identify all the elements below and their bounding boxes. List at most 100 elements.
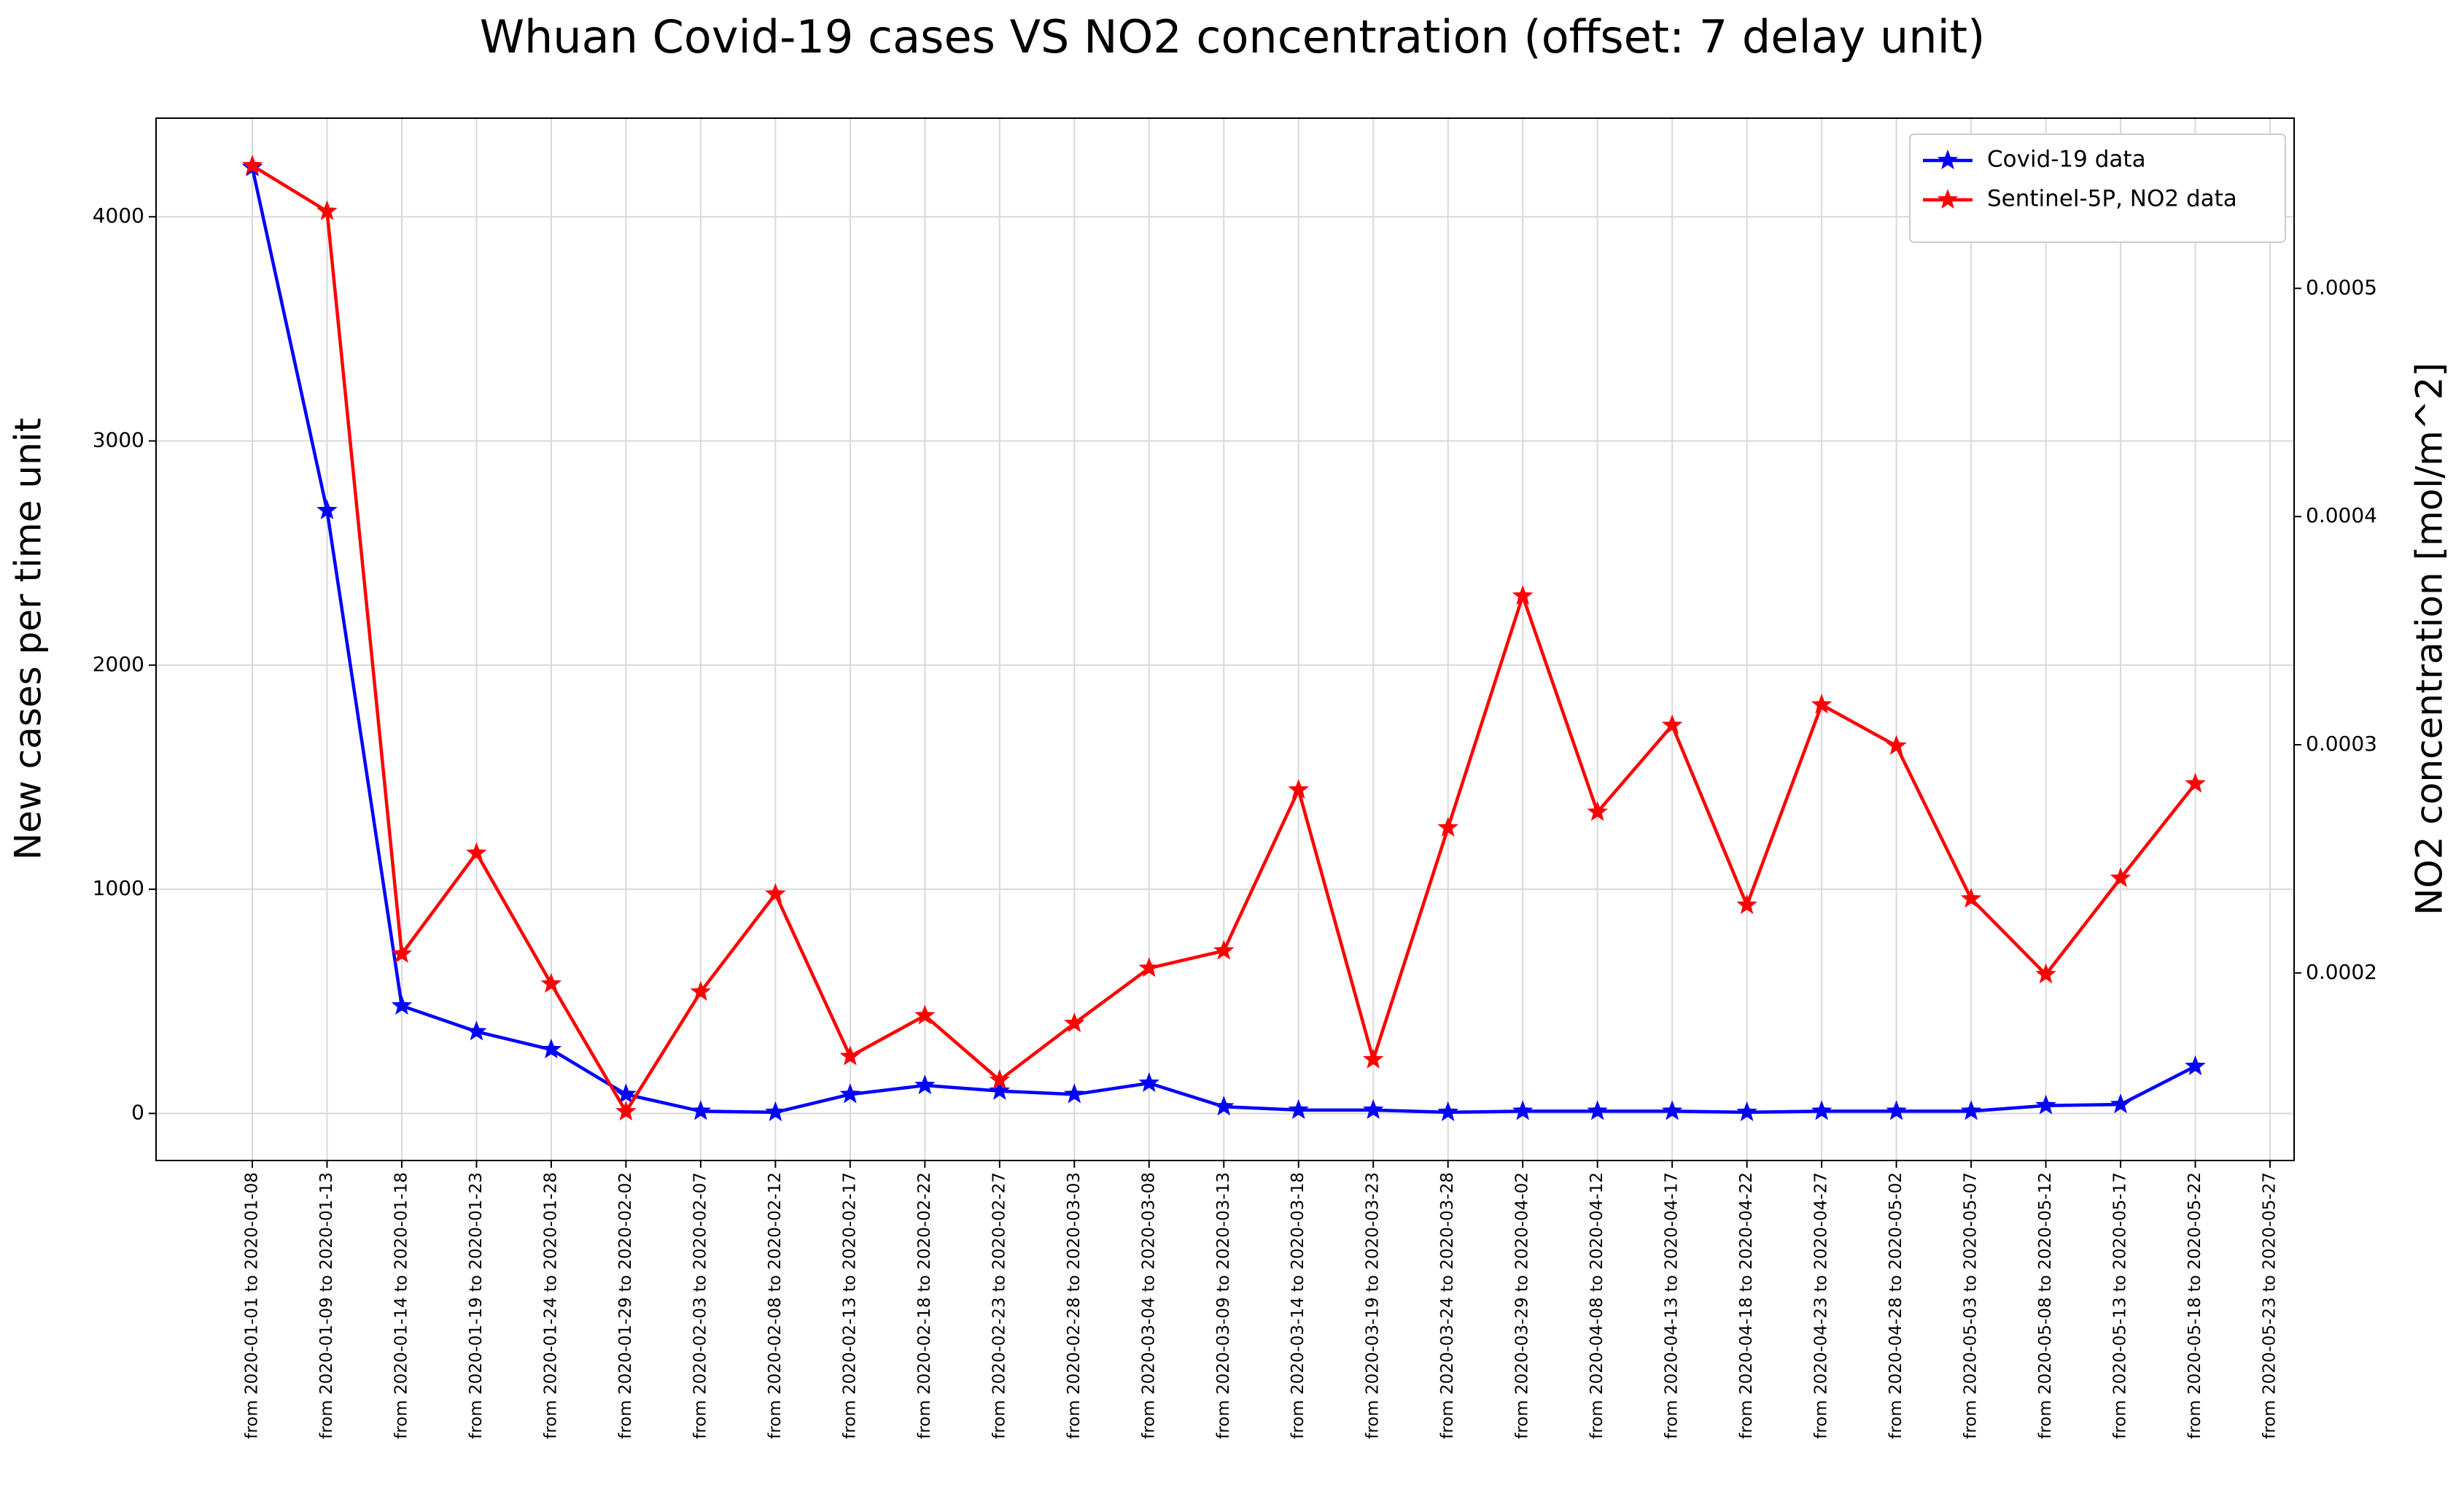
y2-tick-label: 0.0002 [2306, 960, 2377, 984]
legend-marker [1937, 189, 1959, 209]
point-marker [1587, 1100, 1608, 1120]
point-marker [1512, 1100, 1534, 1120]
y-tick-label: 3000 [93, 428, 144, 452]
point-marker [1064, 1012, 1085, 1033]
point-marker [466, 1020, 487, 1041]
x-tick-label: from 2020-02-18 to 2020-02-22 [915, 1172, 934, 1439]
point-marker [914, 1074, 936, 1095]
point-marker [690, 980, 712, 1001]
x-tick-label: from 2020-03-29 to 2020-04-02 [1513, 1172, 1532, 1439]
point-marker [1213, 1096, 1235, 1116]
point-marker [765, 883, 786, 903]
point-marker [690, 1100, 712, 1120]
x-tick-label: from 2020-05-13 to 2020-05-17 [2111, 1172, 2130, 1439]
x-tick-label: from 2020-05-08 to 2020-05-12 [2036, 1172, 2055, 1439]
point-marker [989, 1080, 1011, 1100]
x-tick-label: from 2020-01-01 to 2020-01-08 [243, 1172, 262, 1439]
x-tick-label: from 2020-01-29 to 2020-02-02 [616, 1172, 635, 1439]
x-tick-label: from 2020-03-19 to 2020-03-23 [1364, 1172, 1383, 1439]
x-tick-label: from 2020-01-24 to 2020-01-28 [541, 1172, 560, 1439]
point-marker [1288, 779, 1309, 799]
point-marker [2035, 1094, 2056, 1115]
x-tick-label: from 2020-04-13 to 2020-04-17 [1663, 1172, 1682, 1439]
point-marker [1587, 801, 1608, 821]
x-tick-label: from 2020-03-14 to 2020-03-18 [1289, 1172, 1307, 1439]
point-marker [839, 1083, 861, 1104]
point-marker [914, 1004, 936, 1025]
x-tick-label: from 2020-02-23 to 2020-02-27 [990, 1172, 1008, 1439]
y-tick-label: 4000 [93, 204, 144, 228]
point-marker [1960, 888, 1982, 908]
plot-frame [155, 117, 2295, 1161]
point-marker [1661, 714, 1683, 735]
point-marker [1886, 1100, 1907, 1120]
chart-title: Whuan Covid-19 cases VS NO2 concentratio… [480, 10, 1986, 63]
point-marker [1437, 816, 1458, 837]
x-tick-label: from 2020-05-23 to 2020-05-27 [2261, 1172, 2280, 1439]
y2-axis-label: NO2 concentration [mol/m^2] [2409, 363, 2451, 915]
x-tick-label: from 2020-03-09 to 2020-03-13 [1214, 1172, 1233, 1439]
point-marker [989, 1069, 1011, 1089]
legend-box [1909, 133, 2286, 243]
point-marker [316, 499, 338, 519]
x-tick-label: from 2020-01-19 to 2020-01-23 [467, 1172, 486, 1439]
y-tick-label: 1000 [93, 876, 144, 900]
x-tick-label: from 2020-05-18 to 2020-05-22 [2185, 1172, 2204, 1439]
point-marker [466, 842, 487, 862]
y-tick-label: 2000 [93, 652, 144, 676]
point-marker [765, 1101, 786, 1122]
x-tick-label: from 2020-04-23 to 2020-04-27 [1812, 1172, 1831, 1439]
x-tick-label: from 2020-05-03 to 2020-05-07 [1962, 1172, 1981, 1439]
x-tick-label: from 2020-02-13 to 2020-02-17 [840, 1172, 859, 1439]
x-tick-label: from 2020-02-08 to 2020-02-12 [766, 1172, 785, 1439]
point-marker [2110, 1093, 2131, 1114]
point-marker [1736, 1101, 1757, 1122]
point-marker [1363, 1098, 1384, 1119]
y2-tick-label: 0.0003 [2306, 732, 2377, 756]
y2-tick-label: 0.0005 [2306, 275, 2377, 299]
x-tick-label: from 2020-01-14 to 2020-01-18 [392, 1172, 411, 1439]
legend-label: Covid-19 data [1987, 147, 2146, 173]
point-marker [540, 972, 562, 993]
y2-tick-label: 0.0004 [2306, 503, 2377, 527]
y-axis-label: New cases per time unit [7, 418, 50, 861]
y-tick-label: 0 [131, 1100, 144, 1124]
x-tick-label: from 2020-03-04 to 2020-03-08 [1139, 1172, 1158, 1439]
point-marker [1960, 1100, 1982, 1120]
point-marker [241, 155, 263, 175]
point-marker [2185, 1055, 2206, 1076]
point-marker [1811, 694, 1833, 714]
point-marker [2110, 867, 2131, 888]
point-marker [615, 1083, 637, 1104]
point-marker [1363, 1048, 1384, 1069]
point-marker [1811, 1100, 1833, 1120]
point-marker [1886, 735, 1907, 755]
x-tick-label: from 2020-01-09 to 2020-01-13 [317, 1172, 336, 1439]
point-marker [1213, 939, 1235, 960]
x-tick-label: from 2020-04-28 to 2020-05-02 [1886, 1172, 1905, 1439]
point-marker [615, 1101, 637, 1121]
x-tick-label: from 2020-02-28 to 2020-03-03 [1065, 1172, 1084, 1439]
x-tick-label: from 2020-04-18 to 2020-04-22 [1737, 1172, 1756, 1439]
point-marker [1437, 1101, 1458, 1122]
point-marker [540, 1038, 562, 1058]
x-tick-label: from 2020-03-24 to 2020-03-28 [1438, 1172, 1457, 1439]
point-marker [2035, 964, 2056, 984]
legend: Covid-19 data Sentinel-5P, NO2 data [1909, 133, 2286, 243]
point-marker [1661, 1100, 1683, 1120]
point-marker [1138, 1072, 1159, 1093]
point-marker [1064, 1083, 1085, 1104]
legend-marker [1937, 150, 1959, 170]
x-tick-label: from 2020-02-03 to 2020-02-07 [691, 1172, 710, 1439]
point-marker [839, 1045, 861, 1066]
point-marker [391, 942, 413, 963]
point-marker [1736, 894, 1757, 915]
point-marker [2185, 772, 2206, 793]
point-marker [1512, 585, 1534, 605]
point-marker [316, 200, 338, 220]
point-marker [391, 995, 413, 1015]
x-tick-label: from 2020-04-08 to 2020-04-12 [1587, 1172, 1606, 1439]
point-marker [1288, 1098, 1309, 1119]
point-marker [1138, 957, 1159, 977]
